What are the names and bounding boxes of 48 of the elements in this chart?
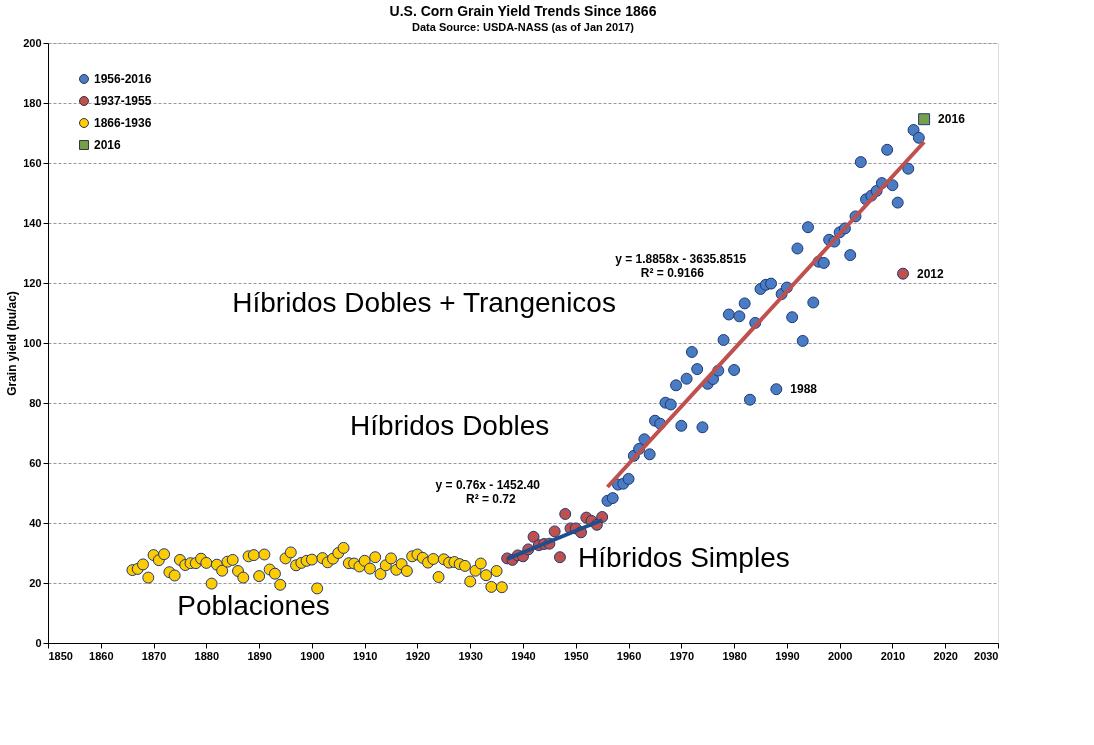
annotation: y = 0.76x - 1452.40 bbox=[435, 478, 541, 493]
annotation: Híbridos Dobles + Trangenicos bbox=[232, 287, 616, 318]
x-tick-label: 1870 bbox=[141, 649, 167, 662]
annotation: R² = 0.72 bbox=[466, 492, 517, 506]
y-tick-label: 20 bbox=[29, 576, 42, 589]
x-tick-label: 1990 bbox=[775, 649, 800, 662]
legend-label: 1937-1955 bbox=[94, 94, 152, 108]
y-tick-label: 140 bbox=[23, 216, 42, 229]
annotation: 2012 bbox=[917, 266, 945, 281]
x-tick-label: 1930 bbox=[458, 649, 483, 662]
x-tick-label: 1920 bbox=[405, 649, 431, 662]
x-tick-label: 1940 bbox=[511, 649, 536, 662]
annotation: R² = 0.9166 bbox=[640, 265, 705, 280]
y-tick-label: 200 bbox=[23, 36, 42, 49]
x-tick-label: 1910 bbox=[352, 649, 378, 662]
annotation: Híbridos Dobles bbox=[350, 410, 550, 441]
legend-label: 2016 bbox=[94, 138, 122, 152]
y-tick-label: 0 bbox=[35, 636, 42, 649]
annotation: Poblaciones bbox=[177, 590, 330, 621]
legend-label: 1866-1936 bbox=[94, 116, 152, 130]
y-axis-title: Grain yield (bu/ac) bbox=[5, 291, 20, 396]
y-tick-label: 120 bbox=[23, 276, 42, 289]
annotation: 2016 bbox=[938, 112, 966, 127]
x-tick-label: 2020 bbox=[933, 649, 958, 662]
annotation: 1988 bbox=[790, 382, 818, 397]
y-tick-label: 80 bbox=[29, 396, 42, 409]
chart-title: U.S. Corn Grain Yield Trends Since 1866 bbox=[389, 3, 657, 19]
x-tick-label: 1850 bbox=[48, 649, 73, 662]
annotation: Híbridos Simples bbox=[578, 542, 790, 573]
x-tick-label: 2010 bbox=[880, 649, 906, 662]
y-tick-label: 100 bbox=[23, 336, 42, 349]
y-tick-label: 160 bbox=[23, 156, 42, 169]
x-tick-label: 1980 bbox=[722, 649, 747, 662]
x-tick-label: 2030 bbox=[974, 649, 999, 662]
y-tick-label: 60 bbox=[29, 456, 42, 469]
x-tick-label: 1900 bbox=[300, 649, 325, 662]
x-tick-label: 1950 bbox=[564, 649, 589, 662]
x-tick-label: 1960 bbox=[616, 649, 642, 662]
x-tick-label: 1890 bbox=[247, 649, 272, 662]
legend-label: 1956-2016 bbox=[94, 72, 152, 86]
x-tick-label: 2000 bbox=[827, 649, 853, 662]
x-tick-label: 1880 bbox=[194, 649, 220, 662]
x-tick-label: 1970 bbox=[669, 649, 695, 662]
y-tick-label: 180 bbox=[23, 96, 42, 109]
chart-subtitle: Data Source: USDA-NASS (as of Jan 2017) bbox=[412, 21, 635, 33]
y-tick-label: 40 bbox=[29, 516, 42, 529]
x-tick-label: 1860 bbox=[89, 649, 114, 662]
annotation: y = 1.8858x - 3635.8515 bbox=[615, 252, 747, 266]
